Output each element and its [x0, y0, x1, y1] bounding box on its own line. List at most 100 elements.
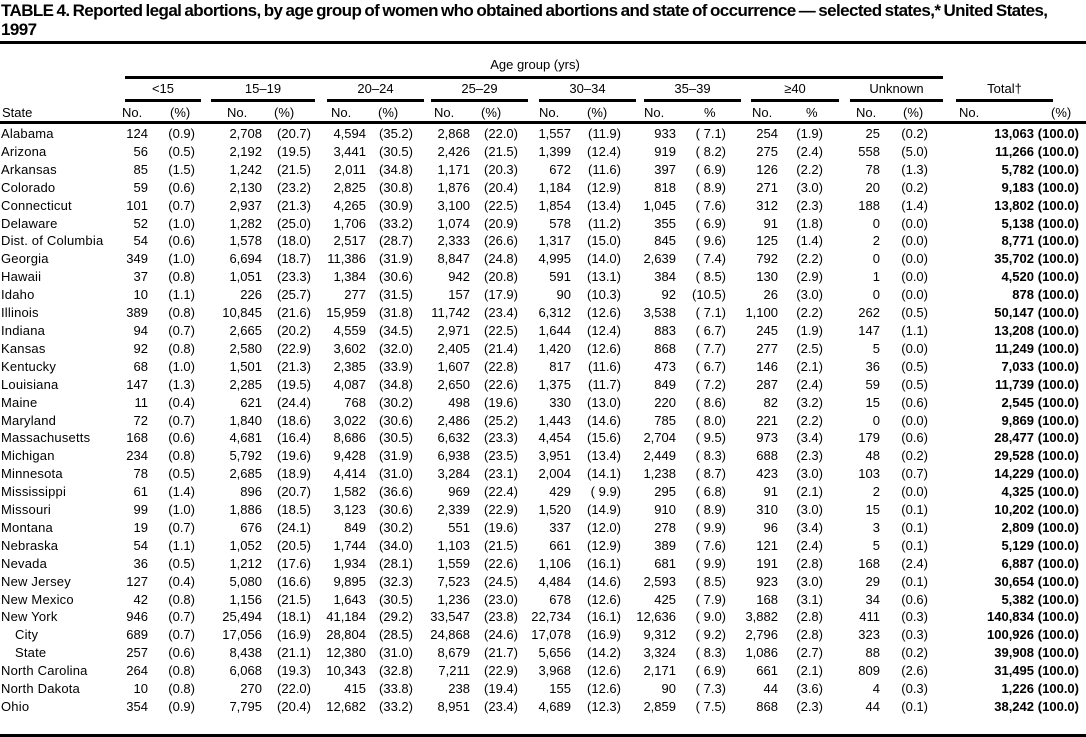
25-29-percent: (24.8) [484, 251, 518, 267]
30-34-count: 4,995 [538, 251, 571, 267]
20-24-percent: (33.2) [379, 215, 413, 231]
15-19-count: 2,665 [229, 322, 262, 338]
ge40-percent: (3.0) [796, 466, 823, 482]
25-29-count: 1,103 [437, 537, 470, 553]
group-header-25-29: 25–29 [461, 81, 498, 96]
ge40-percent: (3.6) [796, 681, 823, 697]
lt15-percent: (0.5) [168, 143, 195, 159]
30-34-percent: (12.6) [587, 305, 621, 321]
15-19-count: 1,156 [229, 591, 262, 607]
ge40-percent: (2.1) [796, 358, 823, 374]
15-19-count: 1,051 [229, 269, 262, 285]
30-34-count: 2,004 [538, 466, 571, 482]
20-24-count: 3,602 [333, 340, 366, 356]
25-29-count: 11,742 [431, 305, 470, 321]
table-row: Minnesota 78 (0.5) 2,685 (18.9) 4,414 (31.0) 3,… [0, 465, 1082, 483]
lt15-percent: (0.6) [168, 179, 195, 195]
25-29-percent: (22.9) [484, 502, 518, 518]
15-19-count: 1,578 [229, 233, 262, 249]
15-19-percent: (18.9) [277, 466, 311, 482]
35-39-percent: ( 8.2) [695, 143, 726, 159]
lt15-count: 78 [133, 466, 148, 482]
35-39-count: 849 [654, 376, 676, 392]
35-39-count: 2,859 [643, 699, 676, 714]
unknown-percent: (0.2) [901, 448, 928, 464]
15-19-percent: (25.7) [277, 287, 311, 303]
20-24-percent: (30.5) [379, 143, 413, 159]
ge40-count: 688 [756, 448, 778, 464]
15-19-count: 1,840 [229, 412, 262, 428]
20-24-count: 1,934 [333, 555, 366, 571]
20-24-count: 9,895 [333, 573, 366, 589]
table-row: Kansas 92 (0.8) 2,580 (22.9) 3,602 (32.0) 2,405… [0, 340, 1082, 358]
unknown-count: 411 [859, 609, 880, 625]
table-row: Connecticut 101 (0.7) 2,937 (21.3) 4,265 (30.9… [0, 197, 1082, 215]
35-39-count: 12,636 [636, 609, 676, 625]
no-column-header: No. [227, 105, 248, 120]
35-39-percent: ( 9.0) [695, 609, 726, 625]
30-34-percent: (12.4) [587, 143, 621, 159]
state-column-header: State [2, 105, 33, 120]
unknown-count: 4 [872, 681, 880, 697]
35-39-count: 295 [654, 484, 676, 500]
total-count: 11,266 [994, 143, 1034, 159]
total-percent: (100.0) [1037, 681, 1079, 697]
state-name: New York [1, 609, 58, 625]
table-row: New Mexico 42 (0.8) 1,156 (21.5) 1,643 (30.5) 1… [0, 591, 1082, 609]
lt15-count: 101 [126, 197, 148, 213]
total-count: 5,129 [1001, 537, 1034, 553]
lt15-percent: (0.7) [168, 197, 195, 213]
30-34-count: 429 [549, 484, 571, 500]
20-24-percent: (29.2) [379, 609, 413, 625]
30-34-count: 155 [549, 681, 571, 697]
table-row: North Dakota 10 (0.8) 270 (22.0) 415 (33.8) 238… [0, 680, 1082, 698]
15-19-percent: (21.1) [277, 645, 311, 661]
pct-column-header: (%) [274, 105, 295, 120]
total-count: 13,208 [994, 322, 1034, 338]
15-19-percent: (23.2) [277, 179, 311, 195]
35-39-percent: ( 7.2) [695, 376, 726, 392]
25-29-count: 24,868 [430, 627, 470, 643]
total-percent: (100.0) [1037, 448, 1079, 464]
lt15-percent: (0.8) [168, 305, 195, 321]
unknown-count: 262 [858, 305, 880, 321]
30-34-percent: (14.2) [587, 645, 621, 661]
ge40-percent: (2.2) [796, 161, 823, 177]
total-percent: (100.0) [1037, 376, 1079, 392]
unknown-count: 2 [872, 484, 880, 500]
ge40-count: 121 [756, 537, 778, 553]
total-percent: (100.0) [1037, 161, 1079, 177]
20-24-count: 3,022 [333, 412, 366, 428]
state-name: Nebraska [1, 537, 59, 553]
unknown-count: 5 [872, 537, 880, 553]
15-19-count: 6,694 [229, 251, 262, 267]
30-34-percent: (11.6) [588, 358, 621, 374]
lt15-percent: (0.9) [168, 699, 195, 714]
unknown-count: 88 [865, 645, 880, 661]
20-24-percent: (33.9) [379, 358, 413, 374]
25-29-percent: (25.2) [484, 412, 518, 428]
30-34-percent: (16.9) [587, 627, 621, 643]
lt15-percent: (1.0) [168, 358, 195, 374]
20-24-count: 768 [344, 394, 366, 410]
30-34-count: 4,454 [538, 430, 571, 446]
group-underline [644, 99, 741, 102]
15-19-count: 2,285 [229, 376, 262, 392]
pct-column-header: (%) [587, 105, 608, 120]
lt15-count: 354 [126, 699, 148, 714]
total-percent: (100.0) [1037, 233, 1079, 249]
20-24-count: 28,804 [326, 627, 366, 643]
20-24-count: 9,428 [333, 448, 366, 464]
15-19-percent: (16.9) [277, 627, 311, 643]
state-name: New Jersey [1, 573, 71, 589]
30-34-percent: (12.9) [587, 179, 621, 195]
unknown-percent: (0.0) [901, 412, 928, 428]
20-24-count: 8,686 [333, 430, 366, 446]
total-percent: (100.0) [1037, 251, 1079, 267]
15-19-percent: (20.5) [277, 537, 311, 553]
25-29-percent: (23.5) [484, 448, 518, 464]
25-29-count: 1,074 [437, 215, 470, 231]
15-19-count: 1,052 [229, 537, 262, 553]
group-underline [751, 99, 839, 102]
state-name: Colorado [1, 179, 56, 195]
